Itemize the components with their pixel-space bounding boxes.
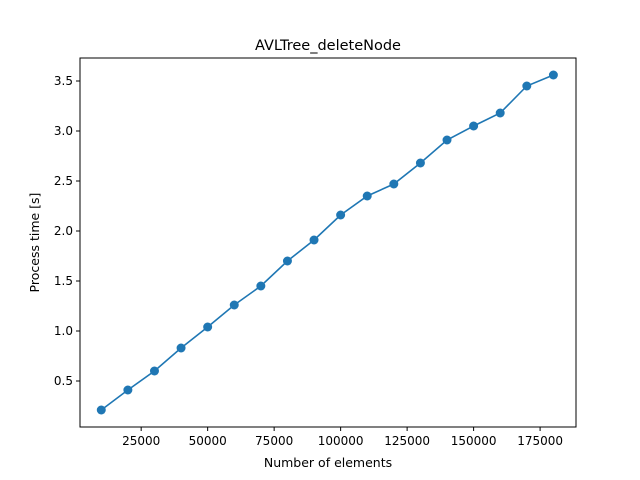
data-point	[203, 322, 213, 332]
data-point	[469, 121, 479, 131]
y-tick-label: 2.5	[54, 174, 73, 188]
data-point	[229, 300, 239, 310]
data-point	[176, 343, 186, 353]
y-tick-label: 0.5	[54, 374, 73, 388]
chart-title: AVLTree_deleteNode	[255, 38, 401, 54]
x-tick-label: 125000	[384, 434, 430, 448]
y-axis-label: Process time [s]	[27, 193, 42, 293]
series-line	[100, 74, 554, 411]
data-point	[548, 70, 558, 80]
y-tick-label: 1.5	[54, 274, 73, 288]
data-point	[336, 210, 346, 220]
data-point	[282, 256, 292, 266]
axes-frame	[79, 57, 577, 428]
x-tick-label: 100000	[318, 434, 364, 448]
data-point	[149, 366, 159, 376]
data-point	[522, 81, 532, 91]
x-tick-label: 150000	[451, 434, 497, 448]
x-tick-label: 50000	[189, 434, 227, 448]
x-tick-label: 175000	[517, 434, 563, 448]
data-point	[309, 235, 319, 245]
x-axis: 25000 50000 75000 100000 125000 150000 175000	[122, 427, 563, 448]
data-point	[389, 179, 399, 189]
series-group	[96, 70, 558, 415]
y-tick-label: 3.5	[54, 74, 73, 88]
x-tick-label: 75000	[255, 434, 293, 448]
y-axis: 0.5 1.0 1.5 2.0 2.5 3.0 3.5	[54, 74, 80, 388]
x-axis-label: Number of elements	[264, 455, 392, 470]
data-point	[362, 191, 372, 201]
data-point	[495, 108, 505, 118]
data-point	[256, 281, 266, 291]
y-tick-label: 3.0	[54, 124, 73, 138]
plot-area: 25000 50000 75000 100000 125000 150000 175000 …	[54, 57, 577, 448]
data-point	[442, 135, 452, 145]
y-tick-label: 2.0	[54, 224, 73, 238]
data-point	[123, 385, 133, 395]
y-tick-label: 1.0	[54, 324, 73, 338]
data-point	[415, 158, 425, 168]
data-point	[96, 405, 106, 415]
x-tick-label: 25000	[122, 434, 160, 448]
